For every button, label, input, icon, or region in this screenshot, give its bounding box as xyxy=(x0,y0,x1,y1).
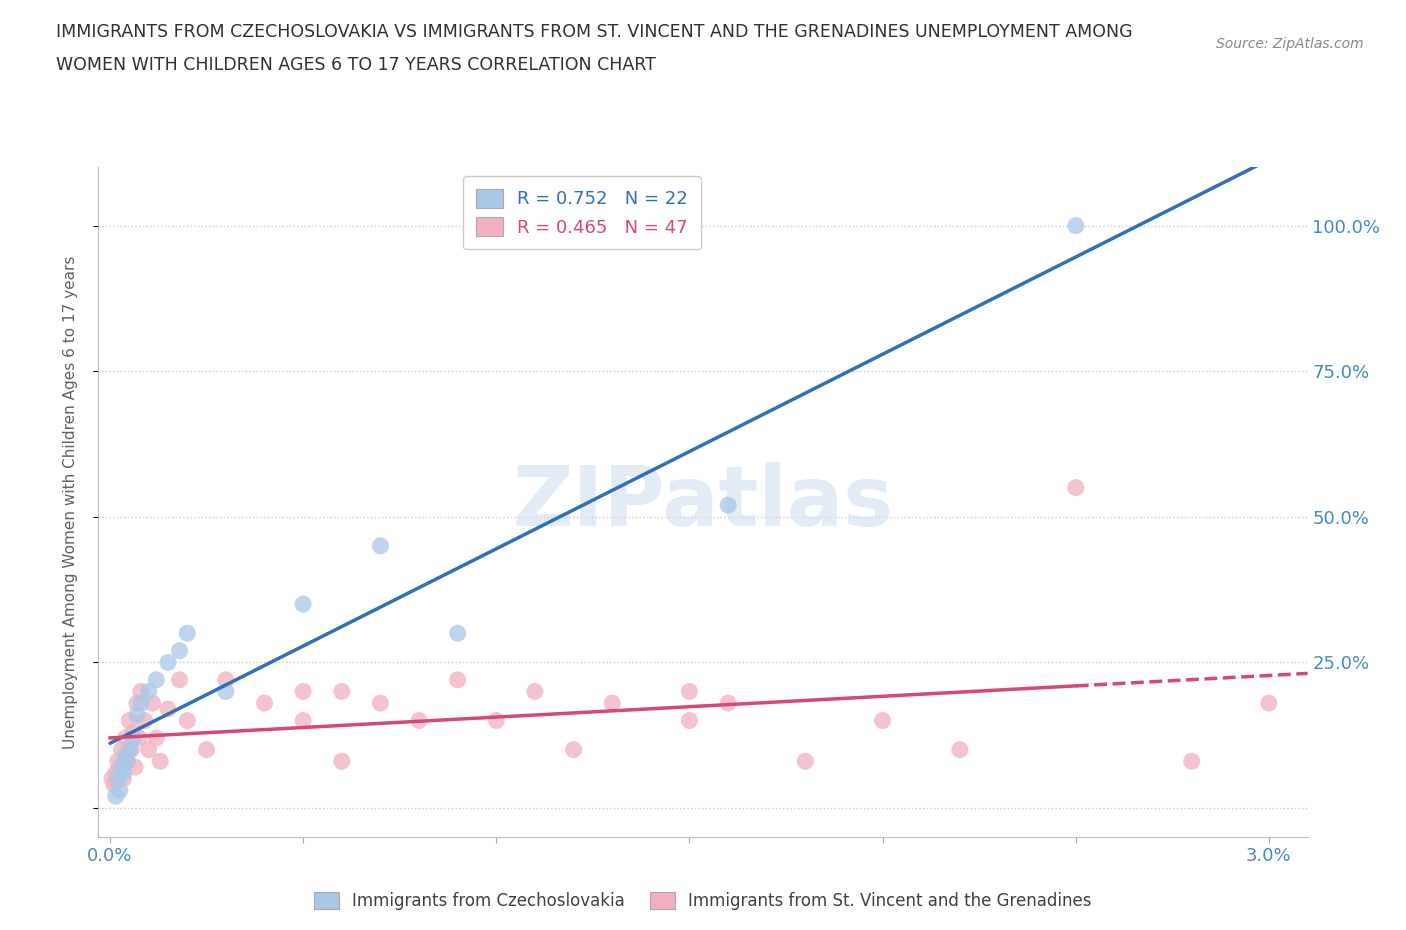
Point xyxy=(600,696,623,711)
Point xyxy=(129,696,152,711)
Point xyxy=(717,498,740,512)
Point xyxy=(141,696,163,711)
Point xyxy=(370,538,392,553)
Text: IMMIGRANTS FROM CZECHOSLOVAKIA VS IMMIGRANTS FROM ST. VINCENT AND THE GRENADINES: IMMIGRANTS FROM CZECHOSLOVAKIA VS IMMIGR… xyxy=(56,23,1133,41)
Point xyxy=(485,713,508,728)
Point xyxy=(176,713,198,728)
Point xyxy=(107,754,129,769)
Legend: Immigrants from Czechoslovakia, Immigrants from St. Vincent and the Grenadines: Immigrants from Czechoslovakia, Immigran… xyxy=(308,885,1098,917)
Point xyxy=(794,754,817,769)
Text: Source: ZipAtlas.com: Source: ZipAtlas.com xyxy=(1216,37,1364,51)
Point xyxy=(125,696,148,711)
Point xyxy=(125,708,148,723)
Point xyxy=(104,789,127,804)
Point xyxy=(1064,480,1087,495)
Point xyxy=(108,760,131,775)
Point xyxy=(447,626,470,641)
Point xyxy=(118,713,141,728)
Point xyxy=(110,760,132,775)
Point xyxy=(101,771,124,786)
Point xyxy=(176,626,198,641)
Point xyxy=(872,713,894,728)
Point xyxy=(122,724,145,739)
Point xyxy=(562,742,585,757)
Point xyxy=(124,760,146,775)
Point xyxy=(1064,219,1087,233)
Y-axis label: Unemployment Among Women with Children Ages 6 to 17 years: Unemployment Among Women with Children A… xyxy=(63,256,77,749)
Point xyxy=(118,742,141,757)
Point xyxy=(253,696,276,711)
Point xyxy=(110,742,132,757)
Point xyxy=(138,684,160,698)
Point xyxy=(103,777,125,792)
Point xyxy=(134,713,156,728)
Point xyxy=(330,684,353,698)
Point xyxy=(292,684,315,698)
Point xyxy=(156,701,179,716)
Point xyxy=(215,672,238,687)
Point xyxy=(408,713,430,728)
Point xyxy=(149,754,172,769)
Point xyxy=(949,742,972,757)
Point xyxy=(107,771,129,786)
Text: ZIPatlas: ZIPatlas xyxy=(513,461,893,543)
Point xyxy=(104,765,127,780)
Point xyxy=(292,713,315,728)
Point xyxy=(120,742,142,757)
Point xyxy=(108,783,131,798)
Point xyxy=(1258,696,1281,711)
Point xyxy=(717,696,740,711)
Point xyxy=(114,731,136,746)
Point xyxy=(169,644,191,658)
Point xyxy=(112,765,135,780)
Point xyxy=(447,672,470,687)
Legend: R = 0.752   N = 22, R = 0.465   N = 47: R = 0.752 N = 22, R = 0.465 N = 47 xyxy=(464,177,700,249)
Point xyxy=(195,742,218,757)
Point xyxy=(215,684,238,698)
Point xyxy=(370,696,392,711)
Point xyxy=(112,771,135,786)
Point xyxy=(114,748,136,763)
Point xyxy=(678,684,700,698)
Point xyxy=(138,742,160,757)
Text: WOMEN WITH CHILDREN AGES 6 TO 17 YEARS CORRELATION CHART: WOMEN WITH CHILDREN AGES 6 TO 17 YEARS C… xyxy=(56,56,657,73)
Point xyxy=(122,731,145,746)
Point xyxy=(117,754,139,769)
Point xyxy=(117,754,139,769)
Point xyxy=(156,655,179,670)
Point xyxy=(129,684,152,698)
Point xyxy=(169,672,191,687)
Point xyxy=(128,731,150,746)
Point xyxy=(145,672,167,687)
Point xyxy=(523,684,546,698)
Point xyxy=(330,754,353,769)
Point xyxy=(678,713,700,728)
Point xyxy=(1181,754,1204,769)
Point xyxy=(145,731,167,746)
Point xyxy=(292,597,315,612)
